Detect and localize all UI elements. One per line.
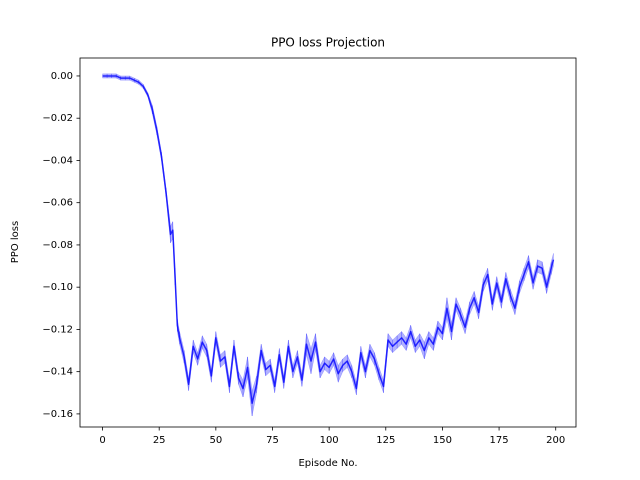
y-tick-label: −0.12 xyxy=(42,324,73,335)
x-tick-label: 50 xyxy=(209,435,222,446)
y-tick-label: −0.16 xyxy=(42,409,73,420)
y-tick-label: −0.10 xyxy=(42,282,73,293)
y-tick-label: −0.14 xyxy=(42,367,73,378)
x-tick-label: 100 xyxy=(320,435,339,446)
x-tick-label: 200 xyxy=(546,435,565,446)
y-tick-label: 0.00 xyxy=(51,71,73,82)
x-tick-label: 25 xyxy=(153,435,166,446)
x-tick-label: 0 xyxy=(99,435,105,446)
y-tick-label: −0.08 xyxy=(42,240,73,251)
y-tick-label: −0.06 xyxy=(42,198,73,209)
chart-title: PPO loss Projection xyxy=(271,36,385,50)
x-tick-label: 175 xyxy=(490,435,509,446)
plot-frame xyxy=(79,57,577,428)
x-tick-label: 125 xyxy=(376,435,395,446)
x-axis-label: Episode No. xyxy=(298,458,357,469)
x-tick-label: 150 xyxy=(433,435,452,446)
y-tick-label: −0.04 xyxy=(42,155,73,166)
data-line xyxy=(102,75,555,405)
x-tick-label: 75 xyxy=(266,435,279,446)
y-axis-label: PPO loss xyxy=(10,221,21,263)
y-tick-label: −0.02 xyxy=(42,113,73,124)
